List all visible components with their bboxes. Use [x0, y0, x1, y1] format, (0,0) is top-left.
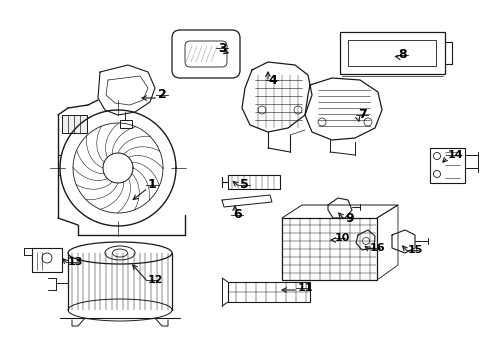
Text: 1: 1 — [148, 179, 157, 192]
Bar — [282, 218, 377, 280]
Text: 13: 13 — [68, 257, 83, 267]
Ellipse shape — [105, 246, 135, 260]
Text: 4: 4 — [268, 73, 277, 86]
Text: 16: 16 — [370, 243, 386, 253]
Text: 3: 3 — [218, 41, 227, 54]
Bar — [430, 148, 465, 183]
Bar — [340, 32, 445, 74]
Ellipse shape — [68, 242, 172, 264]
Bar — [120, 120, 132, 128]
Bar — [228, 175, 280, 189]
Bar — [228, 282, 310, 302]
Text: 14: 14 — [448, 150, 464, 160]
Text: 15: 15 — [408, 245, 423, 255]
Text: 7: 7 — [358, 108, 367, 122]
Bar — [348, 40, 436, 66]
Text: 6: 6 — [233, 208, 242, 221]
Text: 5: 5 — [240, 179, 249, 192]
Text: 9: 9 — [345, 211, 354, 225]
Text: 2: 2 — [158, 89, 167, 102]
Text: 11: 11 — [298, 283, 314, 293]
Bar — [62, 115, 87, 133]
Bar — [32, 248, 62, 272]
Text: 12: 12 — [148, 275, 164, 285]
Text: 10: 10 — [335, 233, 350, 243]
Text: 8: 8 — [398, 49, 407, 62]
